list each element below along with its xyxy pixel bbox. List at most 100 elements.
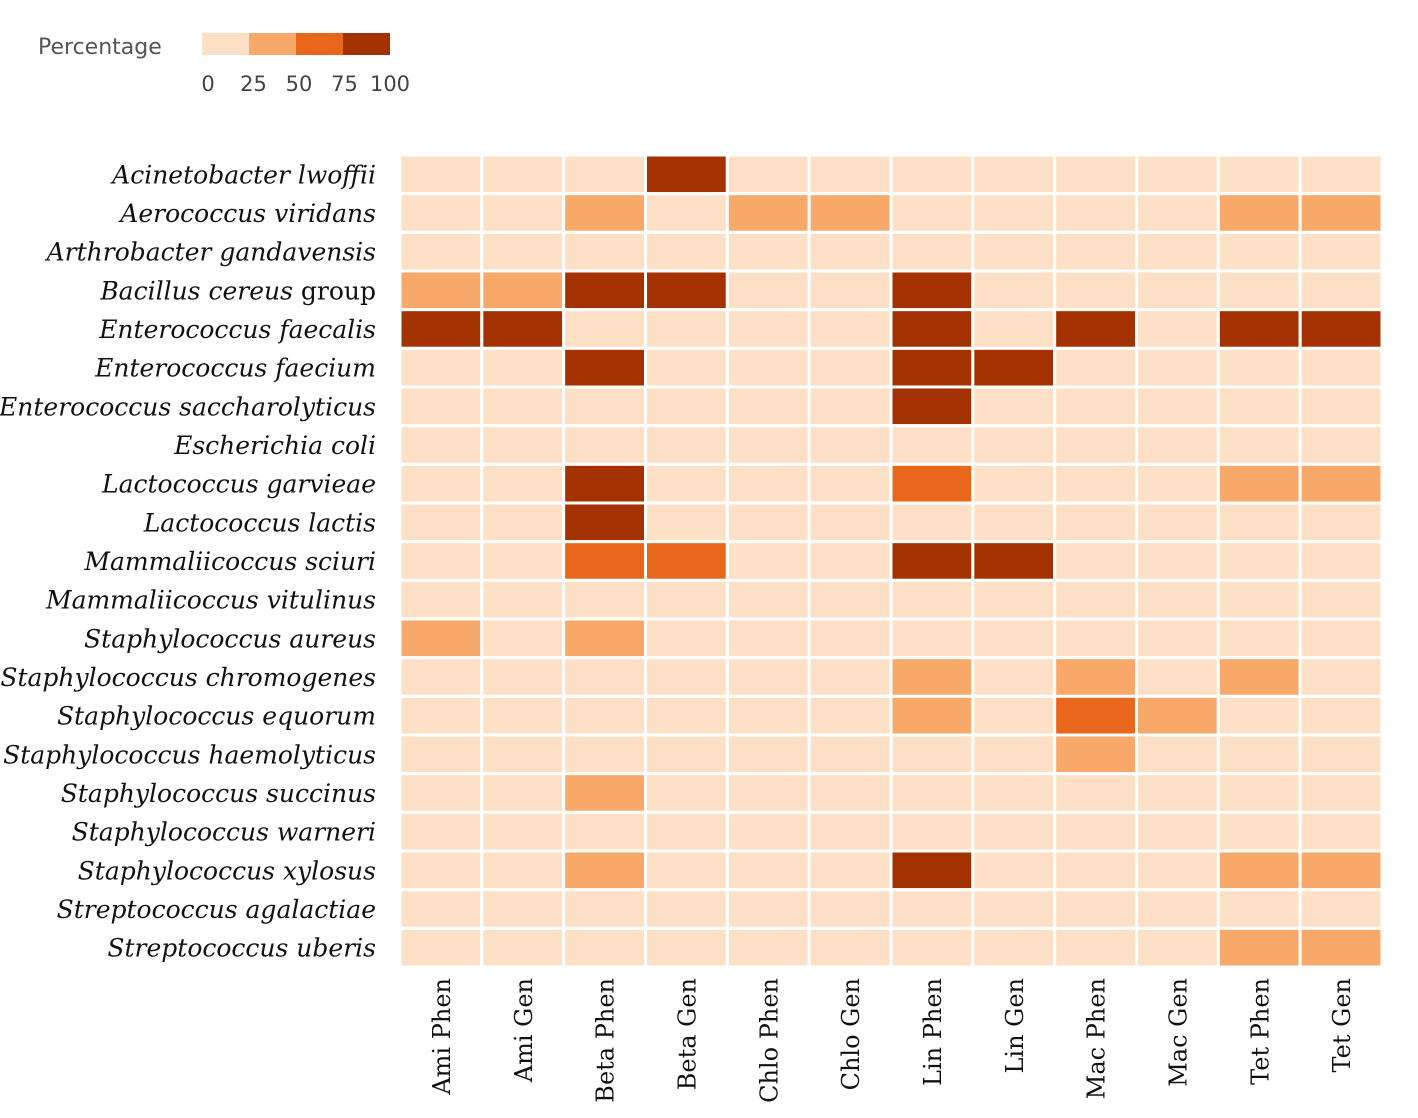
row-label: Staphylococcus haemolyticus (3, 740, 376, 769)
heatmap-cell (1298, 926, 1384, 969)
row-label: Mammaliicoccus sciuri (83, 547, 376, 576)
heatmap-cell (1298, 462, 1384, 505)
heatmap-cell (971, 578, 1057, 621)
heatmap-cell (889, 656, 975, 698)
heatmap-cell (725, 810, 811, 853)
heatmap-cell (807, 656, 893, 698)
row-labels: Acinetobacter lwoffii Aerococcus viridans… (0, 160, 376, 962)
heatmap-cell (1216, 501, 1302, 544)
heatmap-cell (889, 153, 975, 196)
heatmap-cell (1216, 346, 1302, 389)
heatmap-cell (807, 694, 893, 737)
heatmap-cell (562, 308, 648, 350)
heatmap-cell (1135, 424, 1220, 466)
heatmap-cell (480, 772, 566, 814)
heatmap-cell (971, 153, 1057, 196)
row-label: Mammaliicoccus vitulinus (45, 586, 376, 615)
heatmap-cell (1053, 540, 1138, 582)
heatmap-cell (644, 772, 729, 814)
heatmap-cell (807, 153, 893, 196)
heatmap-cell (807, 424, 893, 466)
heatmap-cell (1298, 230, 1384, 273)
heatmap-cell (889, 926, 975, 969)
heatmap-cell (889, 849, 975, 892)
heatmap-cell (1135, 385, 1220, 428)
heatmap-cell (1053, 810, 1138, 853)
heatmap-cell (1216, 192, 1302, 234)
heatmap-cell (971, 617, 1057, 660)
heatmap-cell (971, 346, 1057, 389)
heatmap-cell (1298, 578, 1384, 621)
heatmap-cell (1053, 578, 1138, 621)
heatmap-cell (1053, 385, 1138, 428)
heatmap-cell (562, 656, 648, 698)
heatmap-cell (398, 694, 484, 737)
heatmap-cell (480, 656, 566, 698)
heatmap-cell (889, 694, 975, 737)
heatmap-cell (644, 656, 729, 698)
heatmap-cell (1135, 230, 1220, 273)
heatmap-cell (1135, 578, 1220, 621)
heatmap-cell (480, 385, 566, 428)
heatmap-cell (725, 501, 811, 544)
row-label: Enterococcus faecium (94, 354, 376, 383)
heatmap-cell (725, 926, 811, 969)
heatmap-cell (1298, 308, 1384, 350)
heatmap-cell (1216, 810, 1302, 853)
heatmap-cell (1135, 308, 1220, 350)
heatmap-cell (644, 269, 729, 312)
heatmap-cell (480, 230, 566, 273)
heatmap-cell (398, 462, 484, 505)
column-label: Beta Gen (673, 978, 701, 1090)
heatmap-cell (480, 462, 566, 505)
heatmap-cell (480, 501, 566, 544)
heatmap-cell (807, 772, 893, 814)
heatmap-cell (807, 849, 893, 892)
heatmap-cell (1298, 269, 1384, 312)
heatmap-cell (480, 192, 566, 234)
heatmap-cell (644, 888, 729, 930)
heatmap-cell (1216, 424, 1302, 466)
heatmap-cell (1053, 230, 1138, 273)
heatmap-cell (1135, 153, 1220, 196)
heatmap-cell (1298, 694, 1384, 737)
heatmap-cell (971, 540, 1057, 582)
heatmap-cell (971, 849, 1057, 892)
heatmap-cell (807, 540, 893, 582)
heatmap-cell (1135, 888, 1220, 930)
heatmap-cell (807, 192, 893, 234)
heatmap-cell (725, 230, 811, 273)
heatmap-cell (398, 424, 484, 466)
heatmap-cell (480, 308, 566, 350)
heatmap-cell (480, 269, 566, 312)
heatmap-cell (644, 153, 729, 196)
legend-swatch-3 (343, 33, 390, 55)
heatmap-cell (1135, 849, 1220, 892)
heatmap-cell (644, 733, 729, 776)
heatmap-cell (480, 733, 566, 776)
heatmap-cell (889, 617, 975, 660)
heatmap-cell (1298, 617, 1384, 660)
heatmap-cell (807, 346, 893, 389)
heatmap-cell (807, 269, 893, 312)
heatmap-cell (644, 424, 729, 466)
column-label: Lin Phen (919, 978, 947, 1086)
row-label: Acinetobacter lwoffii (110, 160, 376, 189)
heatmap-cell (562, 733, 648, 776)
heatmap-cell (807, 617, 893, 660)
row-label: Staphylococcus xylosus (78, 856, 376, 885)
heatmap-cell (889, 230, 975, 273)
heatmap-cell (1053, 926, 1138, 969)
heatmap-cell (1053, 772, 1138, 814)
heatmap-cell (1298, 849, 1384, 892)
heatmap-cell (725, 849, 811, 892)
heatmap-cell (971, 694, 1057, 737)
heatmap-cell (562, 230, 648, 273)
heatmap-cell (971, 230, 1057, 273)
column-label: Tet Phen (1246, 978, 1274, 1085)
heatmap-cell (1053, 733, 1138, 776)
row-label: Enterococcus faecalis (98, 315, 376, 344)
row-label: Enterococcus saccharolyticus (0, 392, 376, 421)
heatmap-cell (480, 617, 566, 660)
heatmap-cell (644, 192, 729, 234)
